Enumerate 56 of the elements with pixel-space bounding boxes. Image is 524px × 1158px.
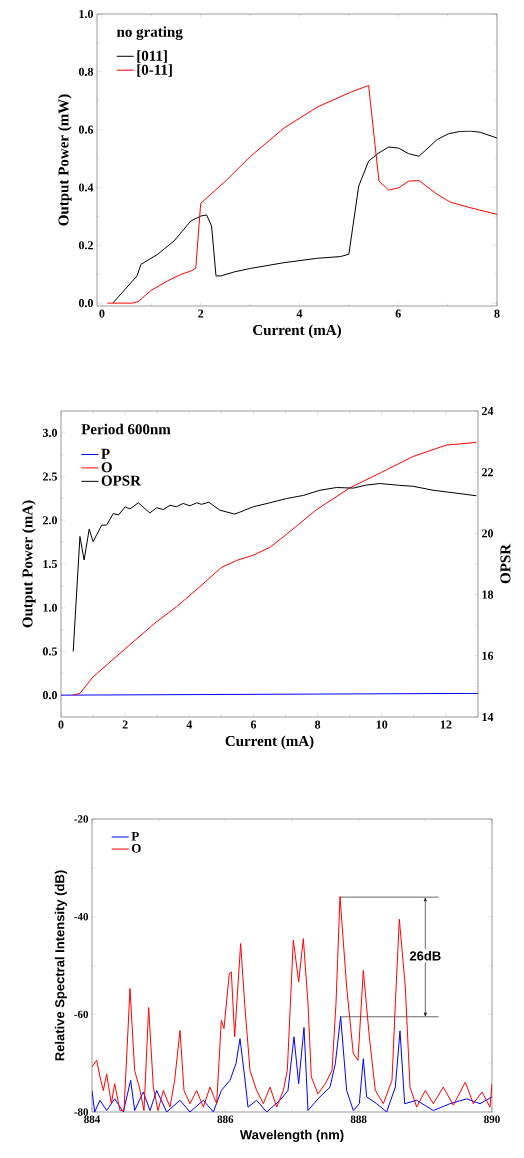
y-tick-label: 0.0	[42, 691, 57, 700]
legend-label: P	[101, 448, 110, 459]
y-tick-label: 0.5	[42, 647, 58, 656]
y-tick-label: -40	[74, 912, 89, 921]
y2-tick-label: 14	[482, 713, 494, 721]
y-tick-label: 0.0	[78, 299, 93, 308]
y-tick-label: 0.6	[78, 125, 94, 134]
legend-label: O	[131, 844, 141, 853]
y-axis-title: Relative Spectral Intensity (dB)	[54, 870, 67, 1061]
y-tick-label: 0.4	[78, 183, 94, 192]
x-tick-label: 0	[58, 720, 64, 729]
y-tick-label: -60	[74, 1010, 89, 1019]
y-tick-label: 1.0	[43, 603, 57, 612]
x-tick-label: 12	[440, 720, 452, 729]
x-tick-label: 8	[494, 309, 500, 318]
x-axis-title: Wavelength (nm)	[239, 1129, 344, 1142]
y-tick-label: 2.5	[42, 472, 58, 481]
y-axis-title: Output Power (mW)	[58, 94, 72, 226]
x-tick-label: 0	[99, 309, 105, 318]
x-tick-label: 888	[350, 1115, 367, 1123]
annotation: 26dB	[409, 950, 441, 961]
legend-label: [011]	[137, 50, 167, 63]
x-tick-label: 6	[395, 309, 401, 318]
x-tick-label: 884	[84, 1115, 101, 1123]
y-tick-label: 2.0	[42, 516, 57, 525]
legend-title: no grating	[116, 26, 183, 41]
x-axis-title: Current (mA)	[253, 324, 341, 339]
x-tick-label: 4	[186, 720, 193, 729]
legend-label: OPSR	[101, 475, 142, 486]
legend-label: O	[101, 462, 112, 473]
y-tick-label: 1.0	[79, 9, 93, 19]
x-tick-label: 2	[198, 309, 204, 318]
legend-label: P	[131, 831, 139, 841]
y2-tick-label: 16	[482, 651, 494, 660]
x-tick-label: 886	[217, 1115, 234, 1123]
x-tick-label: 2	[122, 720, 128, 729]
y2-tick-label: 20	[482, 529, 494, 538]
y2-tick-label: 18	[482, 590, 494, 599]
y2-axis-title: OPSR	[500, 543, 511, 584]
legend-title: Period 600nm	[81, 423, 171, 435]
y-tick-label: 0.8	[78, 67, 94, 76]
y-tick-label: -20	[74, 815, 89, 823]
x-tick-label: 4	[296, 309, 303, 318]
y-tick-label: -80	[74, 1108, 89, 1116]
y-tick-label: 3.0	[42, 428, 57, 437]
x-tick-label: 6	[250, 720, 257, 729]
y2-tick-label: 24	[482, 407, 494, 415]
y-axis-title: Output Power (mA)	[22, 500, 36, 628]
x-axis-title: Current (mA)	[225, 735, 314, 750]
y2-tick-label: 22	[482, 468, 494, 477]
x-tick-label: 10	[376, 720, 388, 729]
x-tick-label: 8	[315, 720, 321, 729]
legend-label: [0-11]	[137, 64, 172, 77]
y-tick-label: 0.2	[78, 241, 93, 250]
y-tick-label: 1.5	[43, 559, 58, 569]
x-tick-label: 890	[484, 1115, 500, 1123]
